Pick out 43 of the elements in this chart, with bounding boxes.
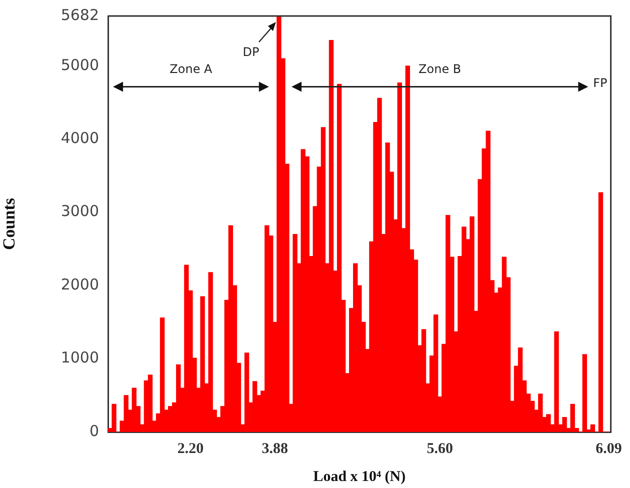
bar (570, 404, 575, 432)
annotation: Zone B (418, 62, 462, 76)
bar (554, 331, 559, 432)
bar (328, 40, 334, 432)
bar (244, 352, 250, 432)
bar (405, 66, 410, 432)
y-tick-label: 2000 (60, 275, 99, 294)
bar (320, 127, 326, 432)
bar (470, 216, 474, 432)
bar (562, 417, 567, 432)
y-tick-label: 5682 (60, 6, 99, 24)
bar (160, 317, 165, 432)
bar (421, 329, 426, 432)
bar (582, 354, 588, 432)
annotation: Zone A (170, 62, 212, 76)
x-tick-label: 6.09 (596, 440, 622, 457)
bar (590, 424, 596, 432)
bar (208, 272, 213, 432)
y-tick-label: 4000 (60, 129, 99, 148)
bar (486, 130, 490, 432)
bar (598, 192, 604, 432)
bar (546, 414, 551, 432)
y-tick-label: 0 (89, 422, 99, 440)
bar (377, 98, 382, 432)
bar (148, 374, 153, 432)
y-tick-label: 5000 (60, 56, 99, 74)
y-tick-label: 3000 (60, 202, 99, 220)
x-tick-label: 2.20 (177, 440, 204, 457)
bar (336, 84, 342, 432)
y-tick-label: 1000 (60, 348, 99, 367)
annotation: DP (242, 45, 260, 59)
y-axis-title: Counts (0, 198, 19, 250)
bar (124, 395, 128, 432)
bar (518, 347, 523, 432)
bar (433, 314, 438, 432)
bar (200, 296, 205, 432)
bar (112, 404, 116, 432)
annotation: FP (593, 76, 608, 90)
x-tick-label: 3.88 (262, 440, 288, 457)
x-axis-title: Load x 10⁴ (N) (313, 468, 406, 485)
bar (538, 394, 543, 432)
x-tick-label: 5.60 (426, 440, 453, 457)
bar (132, 388, 136, 432)
